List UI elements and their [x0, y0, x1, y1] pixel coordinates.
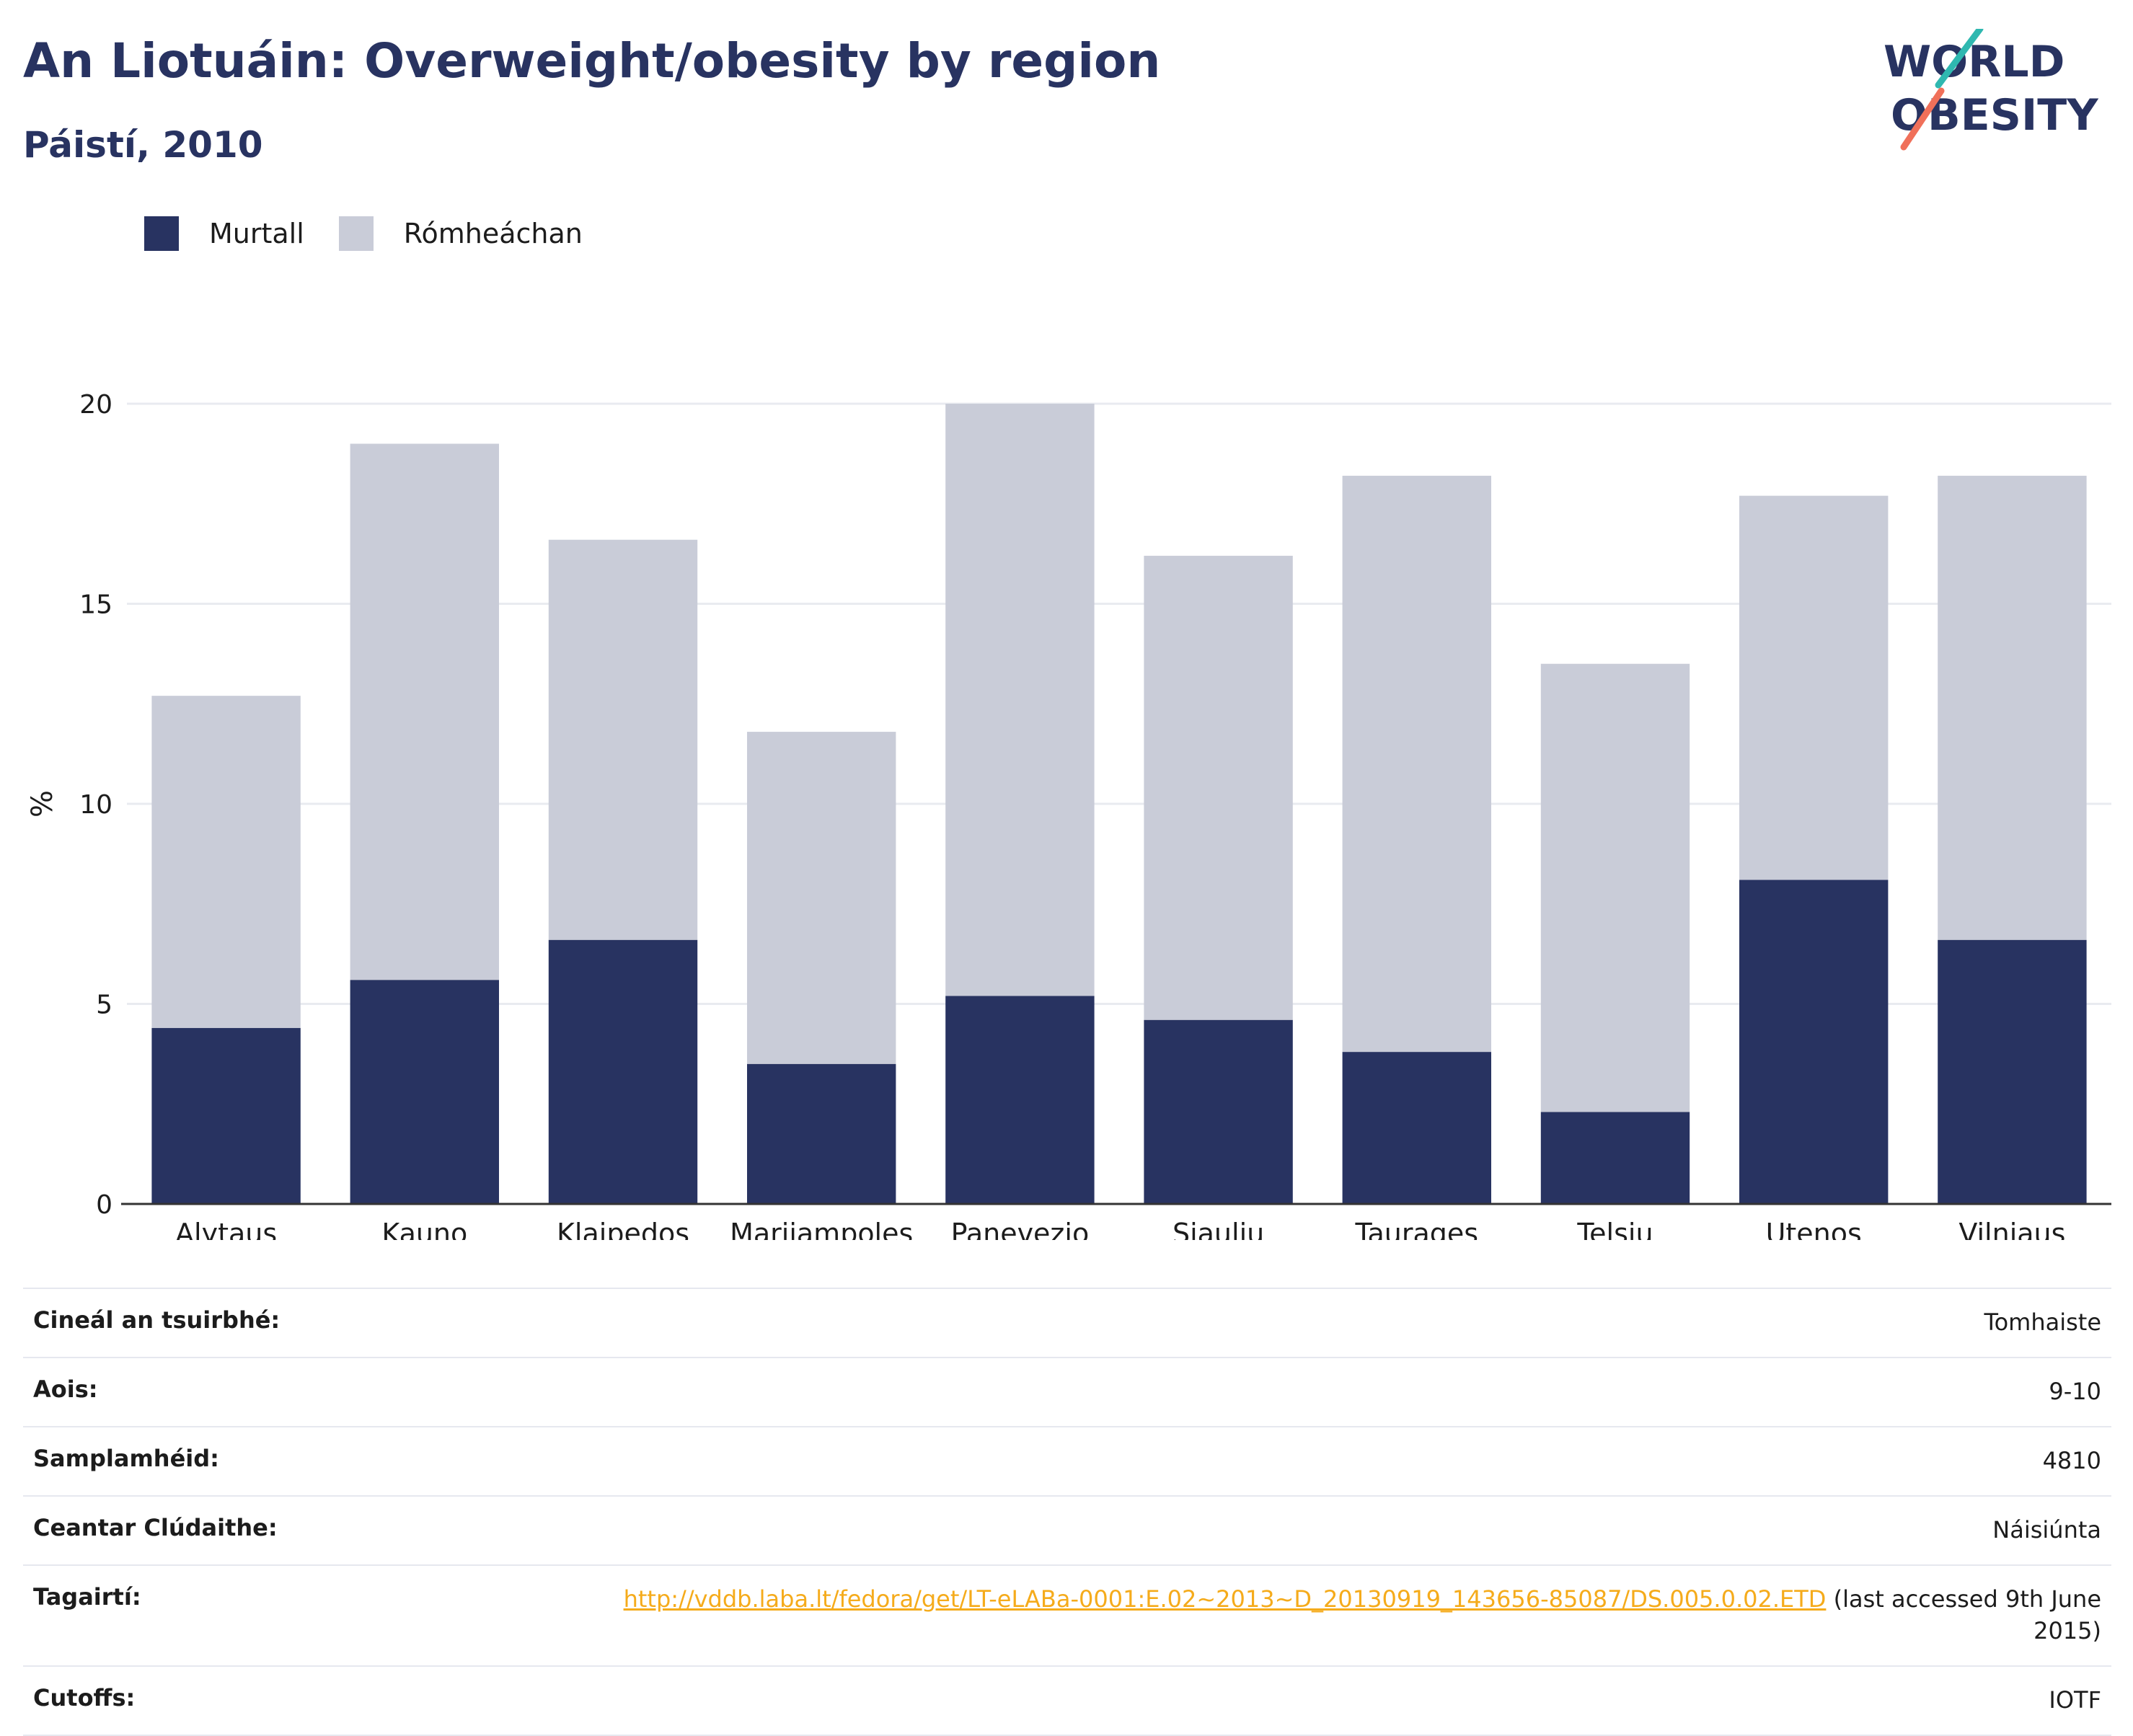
- info-value: Náisiúnta: [1992, 1516, 2101, 1544]
- reference-link[interactable]: http://vddb.laba.lt/fedora/get/LT-eLABa-…: [623, 1585, 1827, 1613]
- y-tick-label: 0: [96, 1190, 112, 1220]
- bar-chart: 0 5 10 15 20% Alytaus Kauno Klaipedos Marijampol…: [26, 390, 2111, 1240]
- bar-murtall-utenos[interactable]: [1739, 880, 1889, 1204]
- logo-slash-teal: [1935, 29, 1984, 89]
- info-row-sample-size: Samplamhéid: 4810: [23, 1427, 2111, 1496]
- info-row-age: Aois: 9-10: [23, 1358, 2111, 1427]
- x-tick-label: Kauno: [381, 1218, 467, 1240]
- bar-murtall-vilniaus[interactable]: [1938, 939, 2087, 1204]
- bar-murtall-alytaus[interactable]: [151, 1027, 301, 1204]
- x-tick-label: Utenos: [1766, 1218, 1862, 1240]
- info-key: Cutoffs:: [33, 1684, 136, 1711]
- info-key: Ceantar Clúdaithe:: [33, 1514, 278, 1541]
- bar-romheachan-panevezio[interactable]: [945, 404, 1095, 996]
- y-tick-label: 5: [96, 991, 112, 1020]
- bar-romheachan-vilniaus[interactable]: [1938, 475, 2087, 940]
- logo-slash-coral: [1900, 87, 1945, 151]
- info-row-survey-type: Cineál an tsuirbhé: Tomhaiste: [23, 1288, 2111, 1358]
- bar-murtall-marijampoles[interactable]: [747, 1063, 896, 1204]
- info-row-area-covered: Ceantar Clúdaithe: Náisiúnta: [23, 1496, 2111, 1565]
- legend-item-murtall[interactable]: Murtall: [144, 216, 304, 251]
- info-row-cutoffs: Cutoffs: IOTF: [23, 1666, 2111, 1735]
- x-tick-label: Marijampoles: [730, 1218, 913, 1240]
- info-key: Samplamhéid:: [33, 1445, 219, 1472]
- bar-romheachan-siauliu[interactable]: [1144, 555, 1293, 1020]
- legend-swatch-murtall: [144, 216, 179, 251]
- legend-label-romheachan: Rómheáchan: [403, 218, 583, 249]
- x-tick-label: Taurages: [1355, 1218, 1479, 1240]
- bar-murtall-kauno[interactable]: [350, 980, 499, 1204]
- chart-legend: Murtall Rómheáchan: [144, 216, 617, 251]
- bar-romheachan-taurages[interactable]: [1342, 475, 1491, 1053]
- x-tick-label: Panevezio: [951, 1218, 1090, 1240]
- bar-murtall-panevezio[interactable]: [945, 996, 1095, 1204]
- legend-swatch-romheachan: [338, 216, 374, 251]
- info-value: 9-10: [2049, 1378, 2101, 1405]
- x-tick-label: Alytaus: [175, 1218, 277, 1240]
- chart-subtitle: Páistí, 2010: [23, 124, 263, 166]
- info-value: http://vddb.laba.lt/fedora/get/LT-eLABa-…: [548, 1565, 2111, 1666]
- bar-romheachan-klaipedos[interactable]: [548, 539, 698, 940]
- y-tick-label: 10: [79, 790, 112, 820]
- bar-murtall-siauliu[interactable]: [1144, 1019, 1293, 1204]
- y-tick-label: 15: [79, 590, 112, 620]
- x-tick-label: Vilniaus: [1958, 1218, 2065, 1240]
- bar-murtall-klaipedos[interactable]: [548, 939, 698, 1204]
- x-tick-label: Siauliu: [1173, 1218, 1264, 1240]
- chart-title: An Liotuáin: Overweight/obesity by regio…: [23, 33, 1161, 89]
- info-value: Tomhaiste: [1984, 1308, 2101, 1336]
- info-value: 4810: [2042, 1447, 2101, 1474]
- bar-romheachan-kauno[interactable]: [350, 443, 499, 980]
- info-key: Tagairtí:: [33, 1583, 141, 1611]
- bar-murtall-taurages[interactable]: [1342, 1052, 1491, 1204]
- reference-suffix: (last accessed 9th June 2015): [1826, 1585, 2101, 1644]
- bar-romheachan-marijampoles[interactable]: [747, 732, 896, 1064]
- info-row-references: Tagairtí: http://vddb.laba.lt/fedora/get…: [23, 1565, 2111, 1666]
- bar-romheachan-alytaus[interactable]: [151, 696, 301, 1028]
- world-obesity-logo: WORLD OBESITY: [1884, 29, 2099, 151]
- info-key: Cineál an tsuirbhé:: [33, 1306, 281, 1334]
- bar-romheachan-utenos[interactable]: [1739, 495, 1889, 880]
- x-tick-label: Klaipedos: [557, 1218, 689, 1240]
- bar-murtall-telsiu[interactable]: [1540, 1112, 1690, 1204]
- info-value: IOTF: [2049, 1686, 2101, 1714]
- legend-item-romheachan[interactable]: Rómheáchan: [338, 216, 583, 251]
- legend-label-murtall: Murtall: [209, 218, 304, 249]
- logo-line-1: WORLD: [1884, 37, 2064, 87]
- survey-info-table: Cineál an tsuirbhé: Tomhaiste Aois: 9-10…: [23, 1288, 2111, 1736]
- y-axis-label: %: [26, 790, 59, 818]
- info-key: Aois:: [33, 1376, 98, 1403]
- bar-romheachan-telsiu[interactable]: [1540, 663, 1690, 1112]
- x-tick-label: Telsiu: [1576, 1218, 1653, 1240]
- y-tick-label: 20: [79, 390, 112, 420]
